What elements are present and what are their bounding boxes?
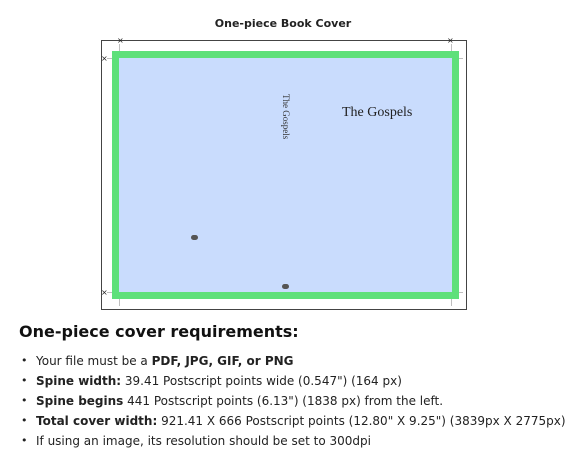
item-bold: Spine begins <box>36 394 124 408</box>
item-bold: Total cover width: <box>36 414 158 428</box>
crop-mark-icon: × <box>101 288 108 297</box>
list-item: • Spine begins 441 Postscript points (6.1… <box>0 391 566 411</box>
bullet-icon: • <box>21 354 28 367</box>
crop-mark-icon: × <box>101 54 108 63</box>
list-item: • Total cover width: 921.41 X 666 Postscr… <box>0 411 566 431</box>
bullet-icon: • <box>21 414 28 427</box>
bullet-icon: • <box>21 434 28 447</box>
item-text: If using an image, its resolution should… <box>36 434 371 448</box>
artifact-mark <box>282 284 289 289</box>
crop-mark-icon: × <box>117 36 124 45</box>
item-bold: Spine width: <box>36 374 122 388</box>
list-item: • Your file must be a PDF, JPG, GIF, or P… <box>0 351 566 371</box>
bullet-icon: • <box>21 394 28 407</box>
list-item: • Spine width: 39.41 Postscript points wi… <box>0 371 566 391</box>
item-text: Your file must be a <box>36 354 152 368</box>
artifact-mark <box>191 235 198 240</box>
cover-trim-area <box>112 51 459 299</box>
item-rest: 39.41 Postscript points wide (0.547") (1… <box>121 374 402 388</box>
requirements-heading: One-piece cover requirements: <box>19 322 299 341</box>
front-cover-title: The Gospels <box>342 105 413 120</box>
crop-mark-icon: × <box>447 36 454 45</box>
spine-text: The Gospels <box>281 94 291 140</box>
list-item: • If using an image, its resolution shoul… <box>0 431 566 451</box>
cover-title: One-piece Book Cover <box>214 17 352 30</box>
item-rest: 921.41 X 666 Postscript points (12.80" X… <box>157 414 566 428</box>
item-rest: 441 Postscript points (6.13") (1838 px) … <box>123 394 444 408</box>
bullet-icon: • <box>21 374 28 387</box>
requirements-list: • Your file must be a PDF, JPG, GIF, or P… <box>0 351 566 451</box>
item-bold: PDF, JPG, GIF, or PNG <box>151 354 294 368</box>
